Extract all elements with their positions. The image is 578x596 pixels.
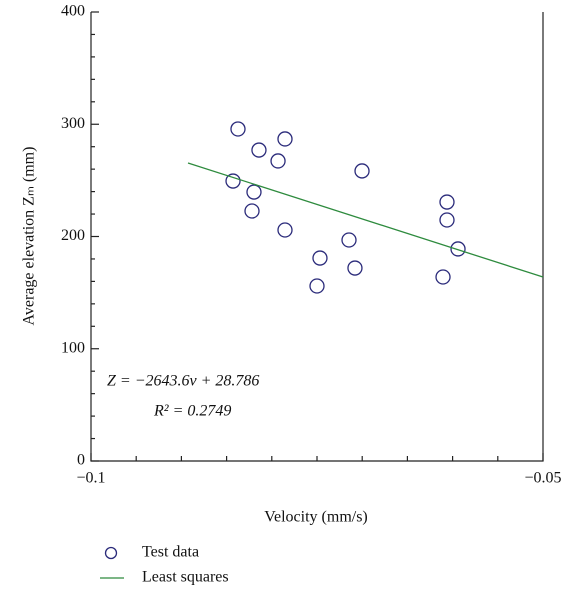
legend-label: Test data <box>142 544 199 561</box>
data-point <box>312 250 328 266</box>
legend-label: Least squares <box>142 569 229 586</box>
data-point <box>244 203 260 219</box>
x-tick-label: −0.05 <box>524 470 561 487</box>
x-tick-label: −0.1 <box>76 470 105 487</box>
data-point <box>439 212 455 228</box>
data-point <box>277 131 293 147</box>
data-point <box>277 222 293 238</box>
y-tick-label: 400 <box>61 3 85 20</box>
r-squared: R² = 0.2749 <box>153 403 231 420</box>
y-tick-label: 0 <box>77 452 85 469</box>
data-point <box>435 269 451 285</box>
data-point <box>309 278 325 294</box>
y-axis-label: Average elevation Zₘ (mm) <box>21 147 38 326</box>
data-point <box>230 121 246 137</box>
data-point <box>347 260 363 276</box>
data-point <box>354 163 370 179</box>
data-point <box>251 142 267 158</box>
data-point <box>246 184 262 200</box>
y-tick-label: 100 <box>61 339 85 356</box>
data-point <box>270 153 286 169</box>
data-point <box>450 241 466 257</box>
equation: Z = −2643.6ν + 28.786 <box>107 373 259 390</box>
data-point <box>225 173 241 189</box>
x-axis-label: Velocity (mm/s) <box>264 509 368 526</box>
legend-marker <box>104 546 118 560</box>
fit-line <box>187 162 544 278</box>
data-point <box>341 232 357 248</box>
y-tick-label: 200 <box>61 227 85 244</box>
y-tick-label: 300 <box>61 115 85 132</box>
axes-frame <box>90 12 544 462</box>
data-point <box>439 194 455 210</box>
